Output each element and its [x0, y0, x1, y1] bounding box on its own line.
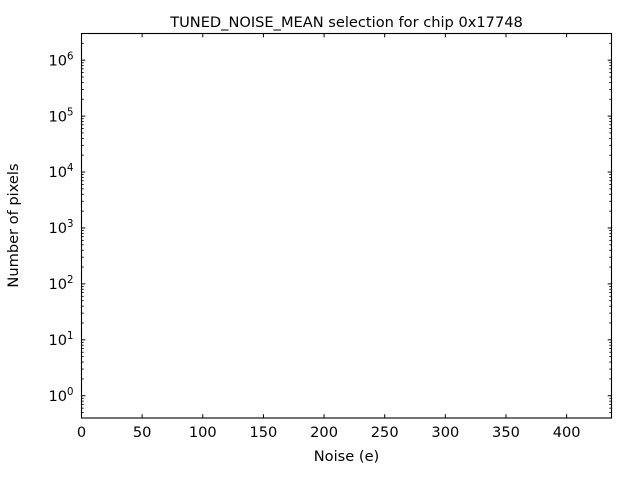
y-tick-label: 100	[48, 387, 73, 405]
y-tick-label: 104	[48, 163, 73, 181]
y-axis-minor-ticks	[81, 33, 612, 419]
x-tick-label: 250	[371, 424, 399, 441]
x-tick-label: 0	[77, 424, 86, 441]
y-axis-major-ticks	[81, 59, 612, 397]
x-tick-label: 150	[249, 424, 277, 441]
threshold-vline-label: 97.5	[0, 0, 26, 3]
x-axis-label: Noise (e)	[314, 448, 380, 465]
chart-title: TUNED_NOISE_MEAN selection for chip 0x17…	[169, 14, 523, 31]
y-tick-label: 103	[48, 219, 73, 237]
x-axis-tick-labels: 0 50 100 150 200 250 300 350 400	[77, 424, 581, 441]
x-tick-label: 300	[431, 424, 459, 441]
y-axis-tick-labels: 100 101 102 103 104 105 106	[48, 51, 73, 405]
y-tick-label: 106	[48, 51, 73, 69]
x-tick-label: 200	[310, 424, 338, 441]
annotation-group: 97.5	[0, 0, 26, 3]
y-tick-label: 102	[48, 275, 73, 293]
y-tick-label: 105	[48, 107, 73, 125]
y-axis-label: Number of pixels	[5, 163, 22, 287]
x-tick-label: 350	[492, 424, 520, 441]
x-axis-major-ticks	[81, 33, 568, 418]
x-tick-label: 400	[553, 424, 581, 441]
y-tick-label: 101	[48, 331, 73, 349]
x-tick-label: 50	[133, 424, 152, 441]
x-tick-label: 100	[189, 424, 217, 441]
axes-frame	[80, 32, 613, 419]
